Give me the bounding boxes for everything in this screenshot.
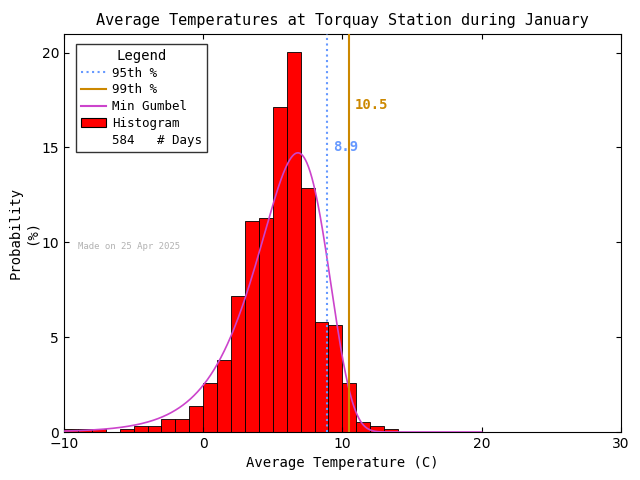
Bar	[78, 429, 92, 432]
Bar	[328, 325, 342, 432]
Title: Average Temperatures at Torquay Station during January: Average Temperatures at Torquay Station …	[96, 13, 589, 28]
Legend: 95th %, 99th %, Min Gumbel, Histogram, 584   # Days: 95th %, 99th %, Min Gumbel, Histogram, 5…	[76, 44, 207, 152]
Bar	[259, 217, 273, 432]
Text: Made on 25 Apr 2025: Made on 25 Apr 2025	[78, 242, 180, 251]
X-axis label: Average Temperature (C): Average Temperature (C)	[246, 456, 438, 470]
Bar	[175, 419, 189, 432]
Bar	[134, 426, 147, 432]
Bar	[161, 419, 175, 432]
Bar	[217, 360, 231, 432]
Text: 8.9: 8.9	[333, 140, 358, 154]
Bar	[204, 383, 217, 432]
Bar	[120, 429, 134, 432]
Bar	[315, 322, 328, 432]
Bar	[147, 426, 161, 432]
Bar	[64, 429, 78, 432]
Text: 10.5: 10.5	[355, 98, 388, 112]
Bar	[245, 221, 259, 432]
Bar	[231, 296, 245, 432]
Bar	[356, 422, 370, 432]
Bar	[384, 429, 398, 432]
Bar	[92, 429, 106, 432]
Bar	[301, 189, 315, 432]
Bar	[287, 52, 301, 432]
Bar	[189, 406, 204, 432]
Bar	[370, 426, 384, 432]
Bar	[273, 107, 287, 432]
Y-axis label: Probability
(%): Probability (%)	[8, 187, 39, 279]
Bar	[342, 383, 356, 432]
